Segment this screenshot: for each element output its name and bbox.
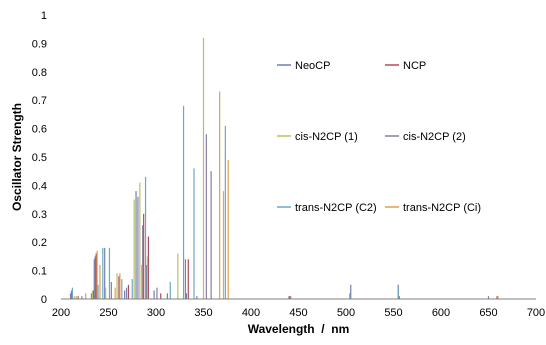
legend-label: cis-N2CP (1) [295,131,358,143]
y-tick-label: 0.9 [32,38,47,50]
y-tick-label: 0.1 [32,266,47,278]
legend-label: trans-N2CP (Ci) [403,202,481,214]
x-tick-label: 700 [527,307,545,319]
y-tick-label: 0.8 [32,67,47,79]
x-tick-labels: 200 250 300 350 400 450 500 550 600 650 700 [52,307,545,319]
x-tick-label: 300 [147,307,165,319]
y-tick-labels: 0 0.1 0.2 0.3 0.4 0.5 0.6 0.7 0.8 0.9 1 [32,10,47,306]
x-tick-label: 200 [52,307,70,319]
legend-label: cis-N2CP (2) [403,131,466,143]
y-tick-label: 0.7 [32,95,47,107]
x-tick-label: 350 [194,307,212,319]
y-tick-label: 0.6 [32,124,47,136]
x-tick-label: 250 [99,307,117,319]
legend-label: NeoCP [295,60,330,72]
legend-label: trans-N2CP (C2) [295,202,377,214]
legend-item: cis-N2CP (1) [277,131,358,143]
y-tick-label: 0.2 [32,237,47,249]
legend-item: NCP [385,60,426,72]
spectral-lines [69,37,499,299]
legend-item: trans-N2CP (Ci) [385,202,481,214]
chart-legend: NeoCP NCP cis-N2CP (1) cis-N2CP (2) trans-N2… [277,60,481,214]
y-tick-label: 0.4 [32,180,47,192]
legend-item: trans-N2CP (C2) [277,202,377,214]
x-tick-label: 400 [242,307,260,319]
y-tick-label: 0 [41,294,47,306]
y-tick-label: 0.5 [32,152,47,164]
legend-label: NCP [403,60,426,72]
x-tick-label: 550 [384,307,402,319]
x-tick-label: 450 [289,307,307,319]
legend-item: cis-N2CP (2) [385,131,466,143]
y-tick-label: 0.3 [32,209,47,221]
x-tick-label: 650 [479,307,497,319]
y-axis-title: Oscillator Strength [10,103,24,211]
y-tick-label: 1 [41,10,47,22]
x-tick-label: 500 [337,307,355,319]
x-tick-label: 600 [432,307,450,319]
x-axis-title: Wavelength / nm [248,322,350,336]
legend-item: NeoCP [277,60,330,72]
